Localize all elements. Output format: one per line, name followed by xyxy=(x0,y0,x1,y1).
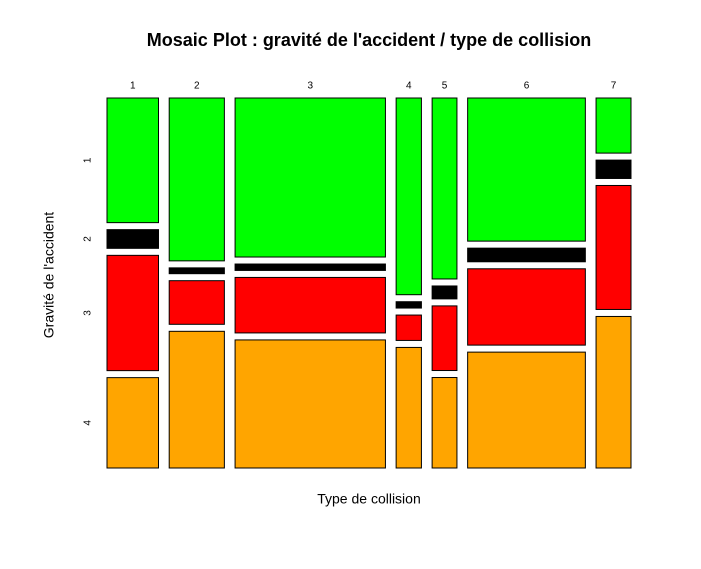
mosaic-tile xyxy=(467,97,586,242)
mosaic-tile xyxy=(106,229,159,249)
column-label: 5 xyxy=(442,81,448,92)
mosaic-tile xyxy=(467,268,586,346)
mosaic-tile xyxy=(234,97,386,258)
mosaic-tile xyxy=(595,184,632,310)
chart-title: Mosaic Plot : gravité de l'accident / ty… xyxy=(147,30,591,50)
mosaic-tile xyxy=(395,97,422,296)
mosaic-tile xyxy=(106,377,159,469)
row-label: 1 xyxy=(83,157,94,163)
mosaic-tile xyxy=(234,263,386,271)
mosaic-tile xyxy=(168,280,225,325)
mosaic-tile xyxy=(106,97,159,224)
mosaic-tile xyxy=(431,305,458,372)
mosaic-tile xyxy=(168,97,225,262)
mosaic-tile xyxy=(431,377,458,469)
mosaic-tile xyxy=(395,301,422,309)
mosaic-tile xyxy=(595,159,632,179)
column-label: 4 xyxy=(406,81,412,92)
y-axis-label: Gravité de l'accident xyxy=(41,212,57,339)
mosaic-tile xyxy=(395,346,422,469)
row-label: 4 xyxy=(83,420,94,426)
x-axis-label: Type de collision xyxy=(317,491,421,507)
mosaic-tile xyxy=(595,315,632,469)
column-label: 6 xyxy=(524,81,530,92)
mosaic-tile xyxy=(168,330,225,469)
column-label: 1 xyxy=(130,81,136,92)
column-label: 7 xyxy=(611,81,617,92)
row-label: 2 xyxy=(83,236,94,242)
mosaic-tile xyxy=(467,351,586,469)
mosaic-tile xyxy=(595,97,632,154)
mosaic-tile xyxy=(234,339,386,469)
mosaic-tile xyxy=(431,97,458,280)
column-label: 2 xyxy=(194,81,200,92)
mosaic-tile xyxy=(234,276,386,334)
mosaic-tile xyxy=(467,247,586,263)
mosaic-tile xyxy=(106,254,159,372)
column-label: 3 xyxy=(307,81,313,92)
mosaic-tile xyxy=(395,314,422,341)
mosaic-tile xyxy=(168,267,225,275)
row-label: 3 xyxy=(83,310,94,316)
mosaic-tile xyxy=(431,285,458,300)
